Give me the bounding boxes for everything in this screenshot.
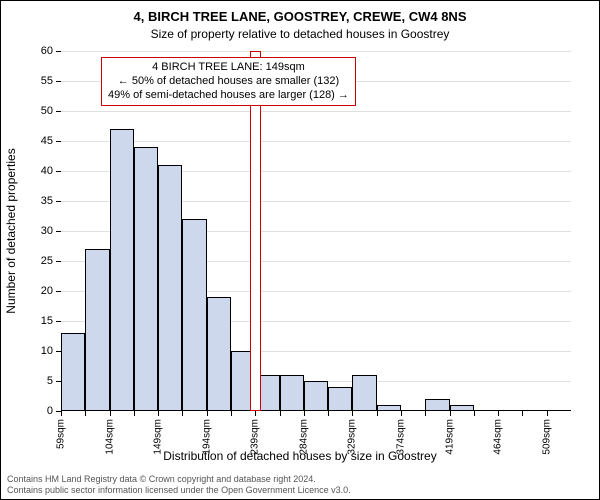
x-tick [85,411,86,416]
x-tick [110,411,111,416]
grid-line [61,51,571,52]
x-tick [474,411,475,416]
x-tick [450,411,451,416]
x-axis-label: Distribution of detached houses by size … [1,449,599,463]
annotation-line-2: ← 50% of detached houses are smaller (13… [108,75,349,89]
y-tick-label: 35 [41,195,53,207]
y-tick [56,51,61,52]
footer-line-1: Contains HM Land Registry data © Crown c… [7,474,351,485]
y-tick-label: 30 [41,225,53,237]
x-tick [401,411,402,416]
grid-line [61,141,571,142]
y-tick [56,261,61,262]
histogram-bar [425,399,449,411]
y-tick-label: 25 [41,255,53,267]
x-tick [547,411,548,416]
x-tick [522,411,523,416]
x-tick [61,411,62,416]
y-tick [56,321,61,322]
histogram-bar [85,249,109,411]
y-tick [56,141,61,142]
y-tick-label: 45 [41,135,53,147]
x-tick [134,411,135,416]
histogram-bar [110,129,134,411]
annotation-box: 4 BIRCH TREE LANE: 149sqm← 50% of detach… [101,57,356,106]
y-tick [56,231,61,232]
x-tick-label: 59sqm [56,419,67,449]
grid-line [61,111,571,112]
histogram-bar [450,405,474,411]
chart-subtitle: Size of property relative to detached ho… [1,27,599,41]
chart-title: 4, BIRCH TREE LANE, GOOSTREY, CREWE, CW4… [1,9,599,24]
x-tick [255,411,256,416]
histogram-bar [304,381,328,411]
y-tick-label: 10 [41,345,53,357]
y-tick-label: 20 [41,285,53,297]
y-tick-label: 5 [47,375,53,387]
y-tick-label: 40 [41,165,53,177]
x-tick [207,411,208,416]
x-tick [498,411,499,416]
histogram-bar [207,297,231,411]
histogram-bar [280,375,304,411]
x-tick [425,411,426,416]
x-tick [352,411,353,416]
histogram-bar [158,165,182,411]
histogram-bar [328,387,352,411]
footer-text: Contains HM Land Registry data © Crown c… [7,474,351,496]
histogram-bar [61,333,85,411]
x-tick [377,411,378,416]
y-tick-label: 0 [47,405,53,417]
y-tick [56,81,61,82]
footer-line-2: Contains public sector information licen… [7,485,351,496]
histogram-bar [352,375,376,411]
x-tick [182,411,183,416]
x-tick [328,411,329,416]
y-tick [56,171,61,172]
y-tick-label: 60 [41,45,53,57]
x-tick [231,411,232,416]
histogram-bar [134,147,158,411]
chart-container: 4, BIRCH TREE LANE, GOOSTREY, CREWE, CW4… [0,0,600,500]
x-tick [158,411,159,416]
y-tick-label: 15 [41,315,53,327]
y-tick-label: 55 [41,75,53,87]
y-tick-label: 50 [41,105,53,117]
histogram-bar [182,219,206,411]
x-tick [304,411,305,416]
plot-area: 05101520253035404550556059sqm104sqm149sq… [61,51,571,411]
histogram-bar [377,405,401,411]
annotation-line-1: 4 BIRCH TREE LANE: 149sqm [108,61,349,75]
x-tick [280,411,281,416]
y-tick [56,111,61,112]
y-axis-label: Number of detached properties [4,148,18,313]
y-tick [56,201,61,202]
annotation-line-3: 49% of semi-detached houses are larger (… [108,89,349,103]
y-tick [56,291,61,292]
